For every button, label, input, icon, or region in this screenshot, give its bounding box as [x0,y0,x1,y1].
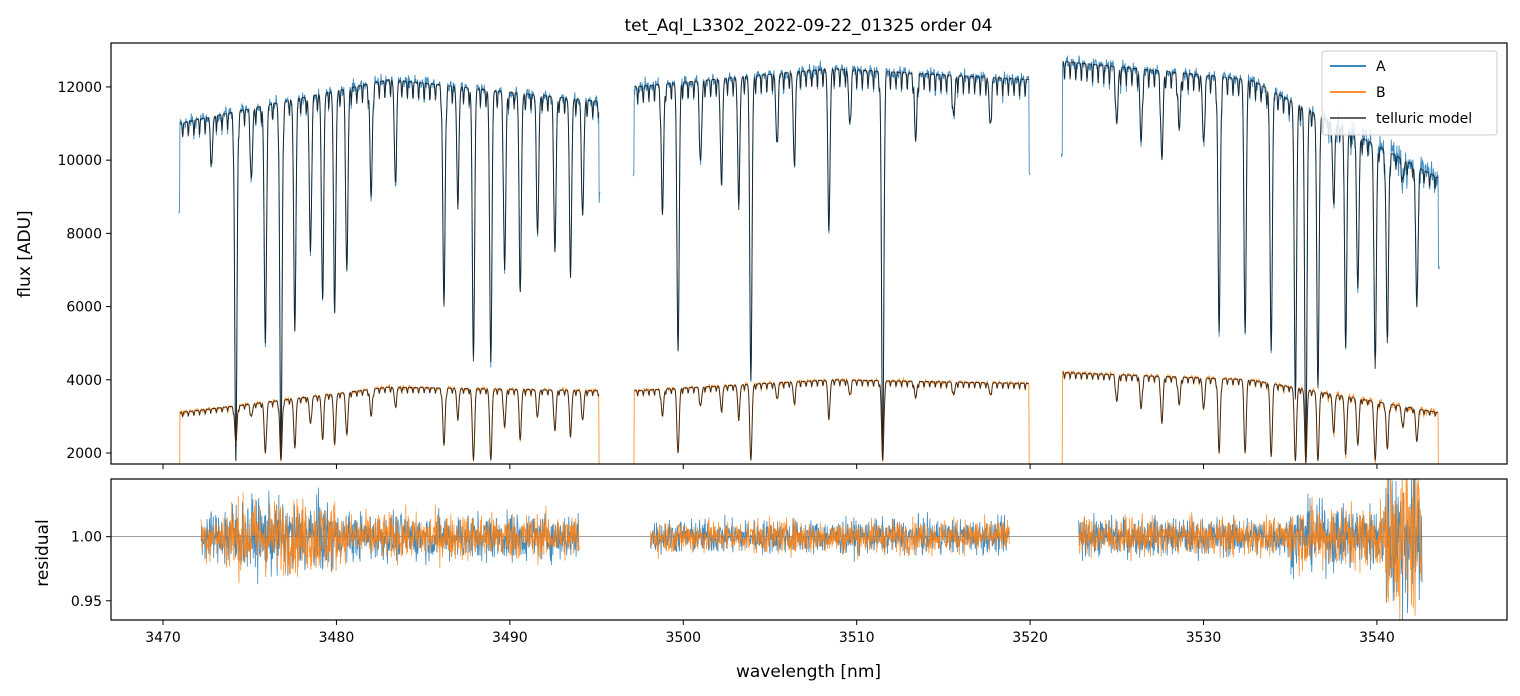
residual-axes-frame [110,478,1508,621]
series-b-segment-0 [179,384,600,464]
legend-box [1321,50,1498,136]
flux-panel: 2000 4000 6000 8000 10000 12000 flux [ADU] A … [15,42,1508,469]
flux-axes-frame [110,42,1508,465]
telluric-model-b-segment-2 [1062,372,1439,463]
series-a-segment-0 [178,73,601,462]
flux-y-tick-label-6000: 6000 [66,300,102,316]
telluric-model-b-segment-1 [634,379,1029,461]
series-a-segment-1 [632,60,1031,462]
x-tick-label-3540: 3540 [1359,630,1395,646]
series-b-segment-1 [633,376,1030,464]
x-tick-label-3490: 3490 [492,630,528,646]
residual-y-tick-label-1: 1.00 [71,530,102,546]
flux-y-tick-label-4000: 4000 [66,373,102,389]
flux-y-axis-label: flux [ADU] [15,210,35,297]
residual-panel: 0.95 1.00 3470 3480 3490 3500 3510 3520 3530 354… [33,478,1508,682]
x-tick-label-3510: 3510 [839,630,875,646]
x-tick-label-3530: 3530 [1186,630,1222,646]
x-tick-label-3480: 3480 [319,630,355,646]
legend-label-a: A [1376,59,1386,75]
residual-y-axis-label: residual [33,519,53,586]
residual-y-tick-label-0: 0.95 [71,594,102,610]
flux-y-tick-label-2000: 2000 [66,446,102,462]
telluric-model-a-segment-1 [634,68,1029,461]
x-tick-label-3470: 3470 [145,630,181,646]
flux-y-tick-label-12000: 12000 [57,80,102,96]
chart-title: tet_Aql_L3302_2022-09-22_01325 order 04 [624,16,992,36]
x-tick-label-3520: 3520 [1012,630,1048,646]
telluric-model-a-segment-0 [179,79,600,461]
telluric-model-a-segment-2 [1062,60,1439,463]
legend-label-telluric: telluric model [1376,111,1472,127]
flux-y-tick-label-8000: 8000 [66,226,102,242]
residual-b-segment-0 [200,492,580,584]
x-axis-label: wavelength [nm] [736,662,881,682]
residual-b-segment-2 [1078,479,1423,620]
legend: A B telluric model [1321,50,1498,136]
legend-label-b: B [1376,85,1386,101]
x-tick-label-3500: 3500 [665,630,701,646]
flux-y-tick-label-10000: 10000 [57,153,102,169]
telluric-model-b-segment-0 [179,386,600,461]
residual-b-segment-1 [649,514,1010,560]
